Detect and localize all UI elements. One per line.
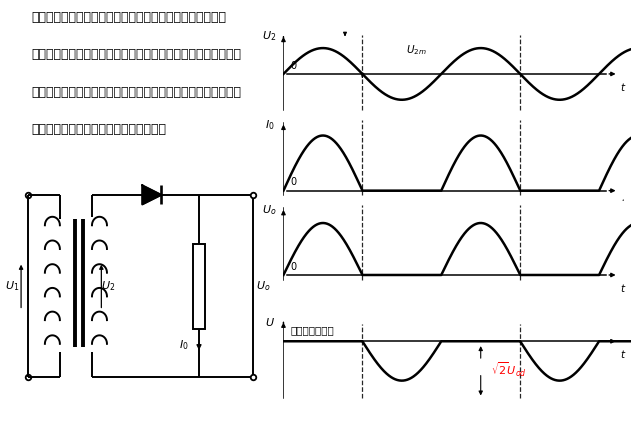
Text: 几乎所有的电子器件和电子电路都需要直流电源供给，常采: 几乎所有的电子器件和电子电路都需要直流电源供给，常采 — [32, 11, 227, 24]
Text: $t$: $t$ — [620, 80, 627, 93]
Text: $U_o$: $U_o$ — [256, 279, 271, 293]
Text: （二极管降压）: （二极管降压） — [290, 325, 334, 335]
Text: $U_o$: $U_o$ — [262, 203, 277, 217]
Text: $I_0$: $I_0$ — [180, 338, 189, 352]
Text: $U_{2m}$: $U_{2m}$ — [406, 43, 426, 57]
Text: $U$: $U$ — [264, 316, 275, 328]
Bar — [193, 244, 205, 329]
Text: $t$: $t$ — [620, 197, 627, 209]
Text: $U_1$: $U_1$ — [4, 279, 19, 293]
Text: 用整流电路。整流电路是利用二极管的单向导电的特性，通常有: 用整流电路。整流电路是利用二极管的单向导电的特性，通常有 — [32, 48, 241, 61]
Text: $t$: $t$ — [620, 348, 627, 360]
Text: $U_2$: $U_2$ — [101, 279, 115, 293]
Text: $0$: $0$ — [290, 175, 298, 187]
Text: $0$: $0$ — [290, 260, 298, 272]
Text: 单相半波整流电路、单相全波整流电路、单相桥式整流电路、三: 单相半波整流电路、单相全波整流电路、单相桥式整流电路、三 — [32, 86, 241, 99]
Text: $0$: $0$ — [290, 59, 298, 71]
Text: $U_2$: $U_2$ — [262, 30, 276, 43]
Text: $I_0$: $I_0$ — [265, 118, 275, 132]
Text: $t$: $t$ — [620, 282, 627, 294]
Text: $\sqrt{2}U_{od}$: $\sqrt{2}U_{od}$ — [491, 360, 527, 379]
Text: 相桥式整流电路，以及可控整流电路等。: 相桥式整流电路，以及可控整流电路等。 — [32, 123, 167, 136]
Polygon shape — [142, 186, 161, 204]
